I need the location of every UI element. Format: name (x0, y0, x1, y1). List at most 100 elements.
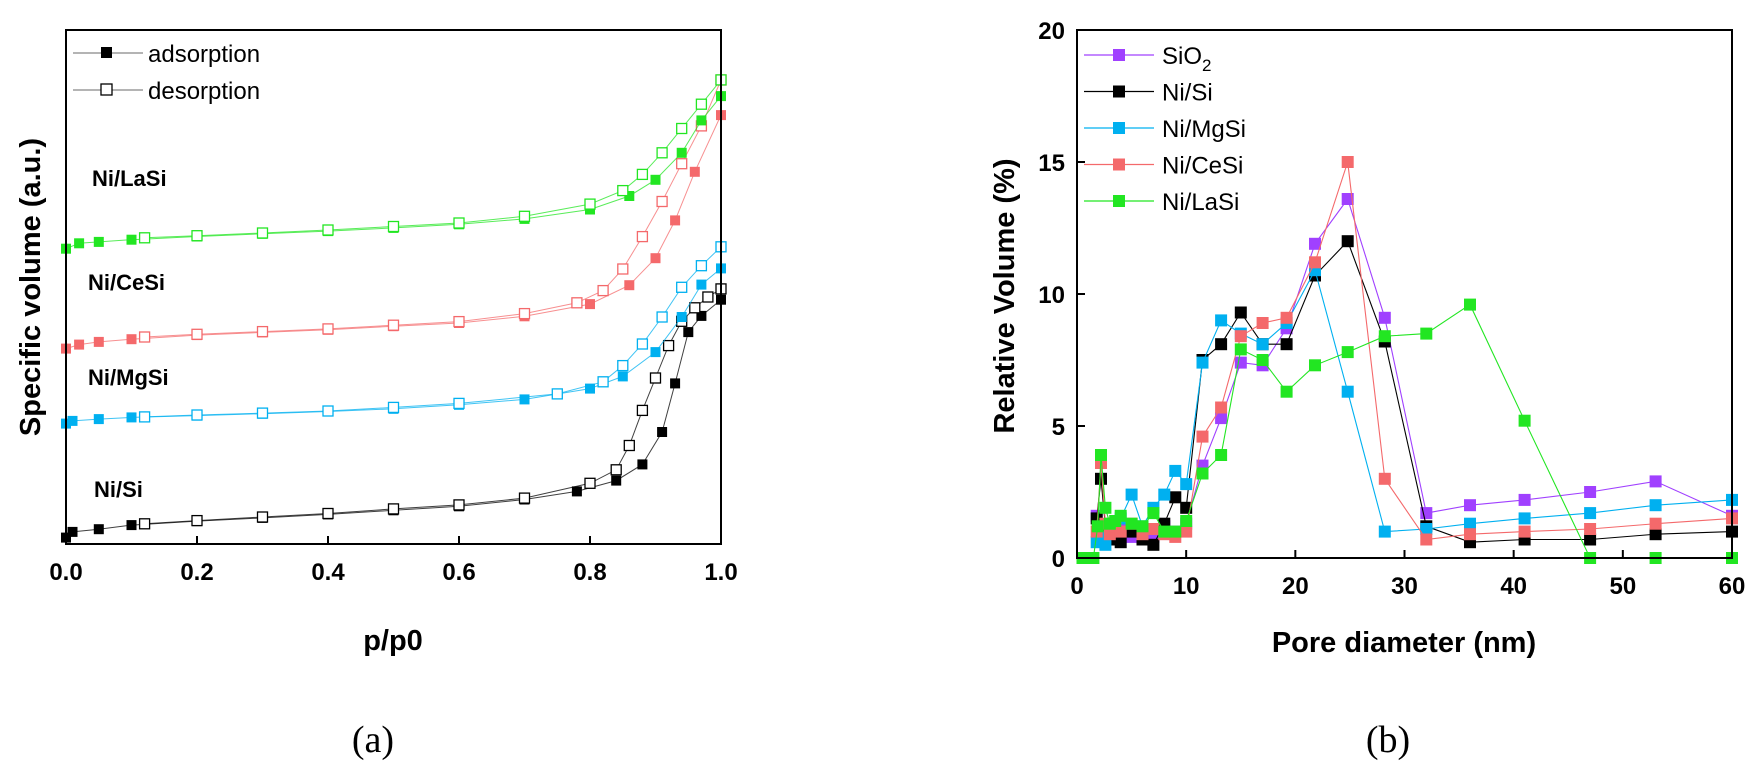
legend-desorption-marker (100, 83, 113, 96)
point-ni-mgsi-adsorption (126, 412, 137, 423)
point-ni-cesi (1309, 256, 1321, 269)
point-ni-lasi (1114, 509, 1127, 522)
point-ni-cesi (1280, 311, 1293, 324)
y-tick-label: 10 (1038, 282, 1065, 309)
point-ni-mgsi-desorption (256, 407, 269, 419)
point-ni-cesi-adsorption (650, 253, 661, 264)
panel-a-x-axis-title: p/p0 (363, 625, 423, 657)
point-ni-lasi (1280, 385, 1293, 398)
point-ni-mgsi-adsorption (519, 394, 530, 405)
point-ni-cesi-adsorption (585, 299, 595, 310)
curve-label-ni-cesi: Ni/CeSi (88, 270, 165, 295)
legend-sio2-marker (1113, 49, 1125, 61)
series-ni-cesi-adsorption-line (65, 114, 722, 350)
x-tick-label: 0.6 (442, 559, 475, 586)
point-ni-lasi-adsorption (126, 234, 137, 245)
x-tick-label: 1.0 (704, 559, 737, 586)
point-ni-lasi-desorption (656, 147, 668, 159)
point-ni-cesi-desorption (676, 158, 688, 170)
legend-desorption-label: desorption (148, 78, 260, 105)
point-sio2 (1518, 493, 1531, 506)
legend-ni-lasi-marker (1113, 195, 1125, 207)
point-ni-si-desorption (518, 492, 531, 504)
point-ni-si-adsorption (696, 310, 707, 321)
legend-ni-cesi-marker (1113, 158, 1125, 171)
point-ni-si (1649, 528, 1662, 541)
point-ni-mgsi (1256, 338, 1269, 351)
point-ni-cesi (1234, 330, 1247, 343)
point-ni-cesi (1256, 317, 1269, 329)
point-sio2 (1420, 507, 1433, 520)
y-tick-label: 20 (1038, 18, 1065, 45)
point-ni-cesi-desorption (597, 284, 609, 297)
point-ni-si-desorption (138, 518, 151, 530)
point-ni-cesi (1114, 525, 1127, 538)
point-ni-si-desorption (584, 477, 596, 489)
point-ni-si-adsorption (93, 524, 104, 535)
legend-adsorption-label: adsorption (148, 41, 260, 68)
point-ni-cesi-desorption (518, 307, 531, 320)
point-ni-si (1147, 538, 1160, 551)
point-ni-si (1234, 306, 1247, 319)
panel-b-curves (1076, 156, 1738, 564)
x-tick-label: 0 (1070, 573, 1083, 600)
point-sio2 (1309, 237, 1321, 250)
series-ni-lasi-line (1082, 303, 1732, 559)
point-ni-mgsi (1169, 464, 1182, 477)
point-ni-si-desorption (623, 439, 635, 452)
point-ni-cesi-adsorption (670, 215, 681, 226)
legend-adsorption-marker (101, 47, 112, 58)
point-ni-lasi (1464, 298, 1476, 311)
panel-b-y-ticks: 0 5 10 15 20 (1038, 18, 1085, 573)
point-ni-si (1280, 338, 1293, 351)
point-ni-lasi (1518, 414, 1531, 427)
curve-label-ni-lasi: Ni/LaSi (92, 166, 167, 191)
point-ni-si-desorption (387, 503, 400, 515)
point-ni-mgsi-desorption (617, 359, 629, 372)
point-ni-mgsi-desorption (191, 409, 203, 421)
point-sio2 (1584, 486, 1597, 498)
panel-b-frame (1076, 29, 1733, 559)
point-ni-lasi (1099, 501, 1112, 514)
point-ni-lasi (1378, 330, 1391, 343)
x-tick-label: 0.8 (573, 559, 606, 586)
point-ni-mgsi (1378, 525, 1391, 538)
y-tick-label: 0 (1052, 546, 1065, 573)
panel-a-isotherms: 0.0 0.2 0.4 0.6 0.8 1.0 p/p0 Specific volume … (15, 29, 738, 761)
x-tick-label: 20 (1282, 573, 1309, 600)
point-sio2 (1649, 475, 1662, 488)
point-ni-mgsi (1180, 478, 1193, 491)
point-ni-lasi (1256, 354, 1269, 366)
point-ni-cesi-desorption (453, 315, 465, 328)
panel-a-frame (65, 29, 722, 545)
point-ni-lasi-desorption (676, 122, 688, 135)
point-ni-cesi-desorption (571, 297, 583, 309)
panel-b-pore-size-distribution: 0 10 20 30 40 50 60 0 5 10 15 20 Pore diameter (nm… (989, 18, 1745, 761)
point-ni-lasi (1180, 515, 1193, 527)
point-ni-mgsi-adsorption (650, 347, 661, 358)
point-ni-lasi (1147, 507, 1160, 520)
point-ni-si (1169, 491, 1182, 504)
series-ni-mgsi-desorption-line (144, 246, 722, 418)
point-ni-mgsi (1158, 488, 1171, 501)
curve-label-ni-si: Ni/Si (94, 477, 143, 502)
point-ni-si-desorption (636, 404, 649, 417)
x-tick-label: 50 (1609, 573, 1636, 600)
legend-ni-si-marker (1113, 85, 1125, 98)
legend-ni-lasi-label: Ni/LaSi (1162, 189, 1239, 216)
x-tick-label: 0.2 (180, 559, 213, 586)
point-ni-lasi (1136, 520, 1149, 533)
point-ni-cesi-desorption (387, 319, 400, 331)
point-ni-mgsi-adsorption (585, 383, 595, 394)
point-ni-si-adsorption (126, 520, 137, 531)
point-ni-cesi (1584, 523, 1597, 535)
legend-ni-mgsi-label: Ni/MgSi (1162, 116, 1246, 143)
x-tick-label: 30 (1391, 573, 1418, 600)
point-ni-cesi-desorption (138, 331, 151, 343)
point-ni-cesi (1420, 533, 1433, 546)
y-tick-label: 5 (1052, 414, 1065, 441)
point-ni-cesi-adsorption (126, 334, 137, 345)
x-tick-label: 40 (1500, 573, 1527, 600)
point-ni-si-desorption (453, 499, 465, 511)
point-ni-mgsi (1464, 517, 1476, 530)
